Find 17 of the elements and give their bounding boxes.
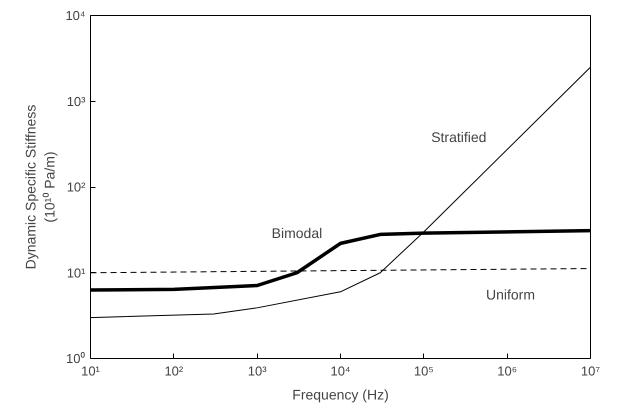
series-label: Stratified (431, 128, 486, 145)
x-tick-label: 10⁵ (414, 364, 434, 378)
y-tick-label: 10³ (66, 94, 86, 109)
x-tick-label: 10³ (248, 364, 268, 378)
series-label: Uniform (486, 286, 536, 303)
x-tick-label: 10⁴ (330, 364, 351, 378)
y-tick-label: 10² (66, 180, 86, 194)
x-axis-title: Frequency (Hz) (292, 386, 389, 402)
series-label: Bimodal (272, 224, 322, 241)
y-tick-label: 10⁰ (66, 351, 86, 366)
x-tick-label: 10¹ (81, 364, 101, 378)
x-tick-label: 10⁶ (497, 364, 518, 378)
y-axis-title: Dynamic Specific Stiffness (10¹⁰ Pa/m) (22, 104, 58, 270)
y-tick-label: 10⁴ (65, 8, 86, 23)
y-tick-label: 10¹ (66, 265, 86, 280)
x-tick-label: 10² (164, 364, 184, 378)
x-tick-label: 10⁷ (580, 364, 600, 378)
